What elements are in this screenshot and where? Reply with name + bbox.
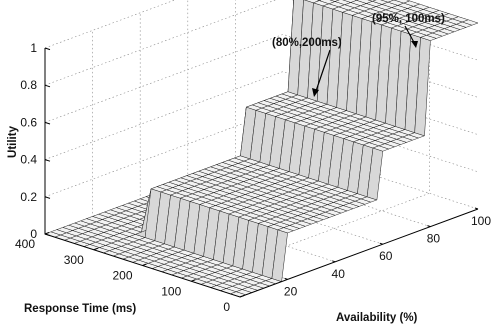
grid-line-z-1	[44, 108, 479, 198]
annotation-80-200-arrow	[314, 49, 331, 95]
y-tick-4	[44, 232, 50, 235]
z-tick-label-3: 0.6	[20, 115, 37, 129]
annotations: (95%, 100ms) (80%,200ms)	[272, 13, 445, 97]
y-tick-label-4: 400	[15, 237, 35, 251]
y-tick-label-1: 100	[161, 284, 181, 298]
x-tick-label-4: 100	[471, 214, 491, 228]
y-tick-label-2: 200	[112, 269, 132, 283]
z-tick-label-0: 0	[30, 227, 37, 241]
grid-line-z-2	[44, 71, 479, 160]
z-tick-label-4: 0.8	[20, 78, 37, 92]
x-tick-label-3: 80	[427, 232, 441, 246]
x-tick-label-1: 40	[332, 267, 346, 281]
x-tick-1	[332, 260, 336, 263]
z-axis-label: Utility	[7, 125, 19, 158]
z-tick-label-2: 0.4	[20, 153, 37, 167]
x-tick-4	[474, 207, 479, 210]
surface-quad-799	[461, 19, 479, 26]
tick-labels: 0 0.2 0.4 0.6 0.8 1 0 100 200 300 400 20 40 60 80 100	[15, 41, 491, 314]
z-tick-5	[44, 47, 51, 51]
y-tick-label-3: 300	[64, 253, 84, 267]
y-tick-0	[239, 295, 245, 298]
annotation-80-200: (80%,200ms)	[272, 37, 342, 49]
z-tick-1	[44, 196, 51, 199]
z-tick-label-1: 0.2	[20, 190, 37, 204]
annotation-95-100: (95%, 100ms)	[372, 13, 445, 25]
annotation-80-200-arrowhead	[312, 88, 319, 97]
utility-surface	[44, 0, 479, 298]
y-tick-label-0: 0	[223, 300, 230, 314]
x-tick-2	[379, 242, 383, 245]
grid-line-z-3	[44, 34, 479, 123]
x-tick-label-2: 60	[379, 249, 393, 263]
x-tick-3	[427, 225, 431, 228]
surface-quad-525	[367, 0, 377, 2]
x-tick-0	[284, 277, 288, 280]
grid-line-z-4	[44, 0, 479, 86]
x-tick-label-0: 20	[284, 284, 298, 298]
z-tick-2	[44, 159, 51, 162]
z-tick-3	[44, 121, 51, 125]
z-tick-0	[44, 233, 51, 237]
y-tick-2	[142, 263, 147, 266]
z-tick-label-5: 1	[30, 41, 37, 55]
z-tick-4	[44, 84, 51, 88]
y-tick-3	[93, 247, 98, 251]
grid-line-z-5	[44, 0, 479, 49]
annotation-95-100-arrowhead	[411, 41, 418, 48]
x-axis-label: Availability (%)	[336, 312, 418, 324]
y-axis-label: Response Time (ms)	[24, 303, 136, 315]
y-tick-1	[191, 279, 196, 282]
